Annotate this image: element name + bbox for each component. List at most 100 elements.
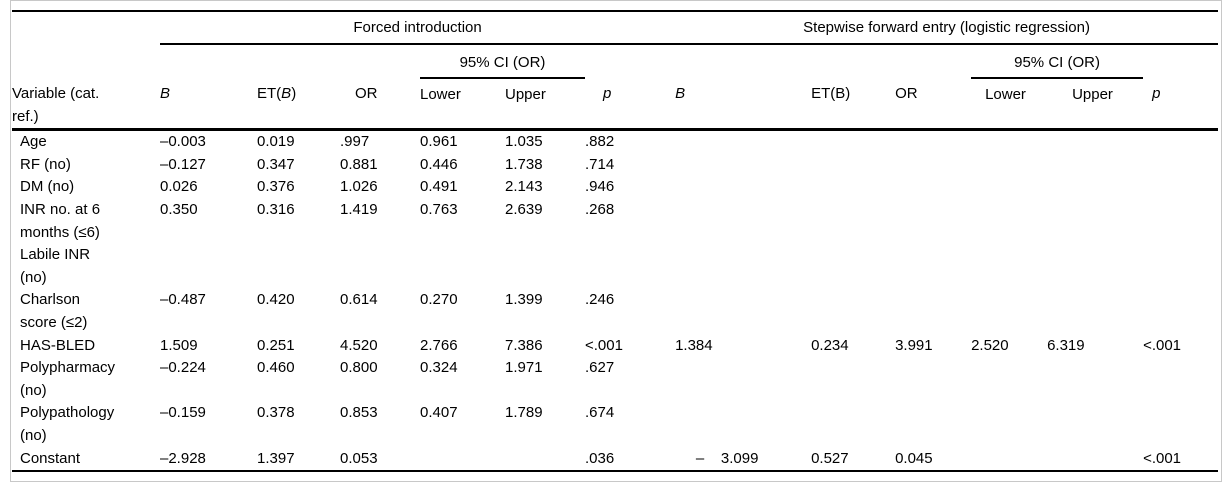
cell-ci-lower-stepwise	[971, 447, 1048, 473]
col-header-etb-forced: ET(B)	[257, 78, 340, 132]
cell-ci-lower-stepwise	[971, 289, 1047, 334]
regression-table: Forced introduction Stepwise forward ent…	[12, 10, 1219, 473]
cell-etb-stepwise	[811, 130, 895, 154]
cell-b-stepwise: 1.384	[675, 336, 713, 354]
spacer	[160, 44, 420, 78]
cell-p-stepwise	[1143, 244, 1218, 289]
paper-table-figure: Forced introduction Stepwise forward ent…	[10, 0, 1222, 482]
row-label: RF (no)	[20, 155, 71, 173]
cell-or-stepwise	[895, 289, 971, 334]
cell-etb-stepwise: 0.527	[811, 447, 896, 473]
cell-b-stepwise	[675, 130, 811, 154]
cell-p-stepwise: <.001	[1143, 447, 1219, 473]
cell-etb-stepwise	[811, 154, 895, 177]
cell-p-stepwise	[1143, 130, 1218, 154]
cell-b-forced: 1.509	[160, 336, 198, 354]
col-header-or-stepwise: OR	[895, 78, 972, 132]
group-header-forced: Forced introduction	[160, 11, 676, 45]
cell-or-forced: 4.520	[340, 336, 378, 354]
cell-ci-lower-forced: 0.270	[420, 291, 458, 309]
cell-b-stepwise	[675, 199, 811, 244]
cell-b-forced: 0.350	[160, 200, 198, 218]
cell-ci-upper-forced: 2.143	[505, 178, 543, 196]
etb-suffix: )	[291, 85, 297, 102]
col-header-p-forced: p	[585, 78, 676, 132]
cell-or-stepwise: 0.045	[895, 447, 972, 473]
cell-p-stepwise	[1143, 176, 1218, 199]
table-row: Labile INR (no)	[12, 244, 1218, 289]
cell-p-forced: .268	[585, 200, 615, 218]
cell-or-forced: 1.419	[340, 200, 378, 218]
cell-ci-upper-stepwise	[1047, 357, 1143, 402]
cell-ci-upper-forced	[505, 244, 585, 289]
cell-etb-forced: 0.378	[257, 404, 295, 422]
cell-or-forced: 0.614	[340, 291, 378, 309]
cell-etb-forced: 1.397	[257, 447, 340, 473]
col-header-b-forced: B	[160, 78, 257, 132]
cell-or-stepwise	[895, 199, 971, 244]
cell-ci-lower-forced	[420, 244, 505, 289]
cell-ci-upper-forced: 7.386	[505, 336, 543, 354]
stub-spacer	[12, 11, 160, 44]
row-label: INR no. at 6 months (≤6)	[20, 200, 101, 241]
table-row: Polypathology (no) –0.159 0.378 0.853 0.…	[12, 402, 1218, 447]
cell-b-forced: –0.159	[160, 404, 206, 422]
cell-or-stepwise	[895, 130, 971, 154]
etb-b: B	[281, 85, 292, 102]
cell-ci-lower-forced: 2.766	[420, 336, 458, 354]
col-header-p-stepwise: p	[1143, 78, 1219, 132]
table-row: Charlson score (≤2) –0.487 0.420 0.614 0…	[12, 289, 1218, 334]
cell-ci-lower-stepwise	[971, 357, 1047, 402]
cell-b-forced: –2.928	[160, 447, 257, 473]
cell-p-forced: .714	[585, 155, 615, 173]
cell-or-stepwise	[895, 402, 971, 447]
cell-ci-upper-forced: 1.738	[505, 155, 543, 173]
cell-b-forced: –0.224	[160, 359, 206, 377]
stub-header: Variable (cat. ref.)	[12, 78, 160, 132]
row-label: Age	[20, 133, 47, 151]
cell-p-forced: .882	[585, 133, 615, 151]
cell-etb-stepwise	[811, 402, 895, 447]
cell-ci-lower-stepwise: 2.520	[971, 336, 1009, 354]
cell-ci-lower-stepwise	[971, 244, 1047, 289]
cell-p-stepwise	[1143, 199, 1218, 244]
table-row: Constant –2.928 1.397 0.053 .036 – 3.099…	[12, 447, 1219, 473]
cell-b-forced: –0.487	[160, 291, 206, 309]
cell-etb-forced: 0.376	[257, 178, 295, 196]
cell-ci-lower-forced: 0.763	[420, 200, 458, 218]
cell-etb-stepwise	[811, 199, 895, 244]
cell-ci-lower-forced	[420, 447, 505, 473]
cell-ci-upper-forced: 1.035	[505, 133, 543, 151]
cell-ci-lower-stepwise	[971, 402, 1047, 447]
cell-p-forced	[585, 244, 675, 289]
cell-ci-upper-stepwise	[1047, 289, 1143, 334]
col-header-lower-stepwise: Lower	[971, 78, 1048, 132]
table-row: INR no. at 6 months (≤6) 0.350 0.316 1.4…	[12, 199, 1218, 244]
cell-ci-lower-forced: 0.407	[420, 404, 458, 422]
cell-ci-lower-stepwise	[971, 199, 1047, 244]
cell-p-stepwise	[1143, 289, 1218, 334]
cell-etb-forced: 0.019	[257, 133, 295, 151]
cell-b-stepwise	[675, 402, 811, 447]
cell-ci-upper-stepwise: 6.319	[1047, 336, 1085, 354]
col-header-upper-stepwise: Upper	[1047, 78, 1144, 132]
spacer	[585, 44, 675, 78]
cell-p-stepwise	[1143, 402, 1218, 447]
cell-ci-upper-stepwise	[1047, 199, 1143, 244]
cell-ci-lower-forced: 0.491	[420, 178, 458, 196]
cell-b-stepwise: – 3.099	[675, 447, 812, 473]
cell-etb-forced: 0.460	[257, 359, 295, 377]
row-label: Polypathology (no)	[20, 404, 115, 444]
cell-etb-stepwise: 0.234	[811, 336, 849, 354]
table-row: Age –0.003 0.019 .997 0.961 1.035 .882	[12, 130, 1218, 154]
cell-ci-upper-stepwise	[1047, 130, 1143, 154]
table-row: DM (no) 0.026 0.376 1.026 0.491 2.143 .9…	[12, 176, 1218, 199]
cell-p-forced: <.001	[585, 336, 623, 354]
cell-etb-forced: 0.316	[257, 200, 295, 218]
col-header-etb-stepwise: ET(B)	[811, 78, 896, 132]
cell-b-stepwise	[675, 357, 811, 402]
cell-p-forced: .946	[585, 178, 615, 196]
col-header-lower-forced: Lower	[420, 78, 505, 132]
cell-ci-upper-stepwise	[1047, 447, 1144, 473]
cell-ci-upper-stepwise	[1047, 176, 1143, 199]
